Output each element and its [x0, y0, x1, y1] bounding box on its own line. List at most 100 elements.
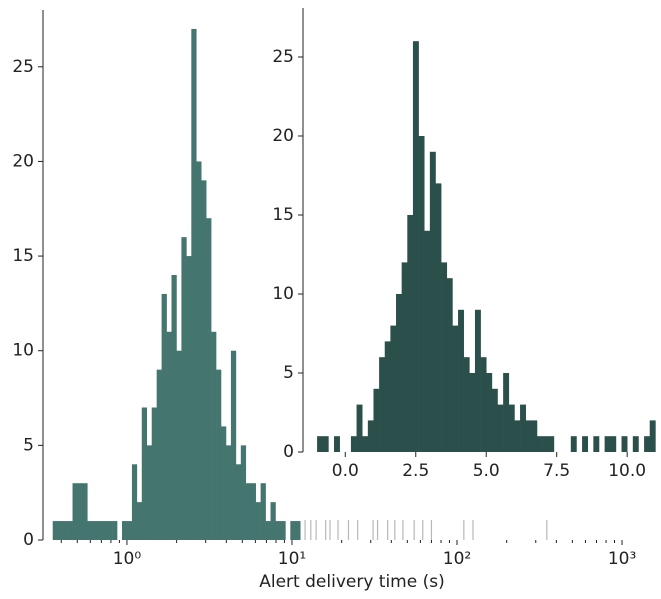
- bar: [265, 521, 271, 540]
- bar: [525, 420, 532, 452]
- bar: [275, 521, 281, 540]
- bar: [469, 372, 476, 452]
- y-tick-label: 10: [272, 284, 294, 304]
- bar: [211, 331, 217, 540]
- bar: [593, 436, 600, 452]
- bar: [582, 436, 589, 452]
- bar: [245, 483, 252, 540]
- bar: [570, 436, 577, 452]
- bar: [474, 309, 481, 452]
- bar: [196, 161, 202, 540]
- bar: [126, 521, 133, 540]
- bar: [240, 445, 247, 540]
- bar: [390, 325, 397, 452]
- bar: [181, 237, 187, 540]
- x-tick-label: 7.5: [543, 461, 570, 481]
- bar: [621, 436, 628, 452]
- bar: [441, 262, 448, 452]
- bar: [379, 357, 386, 452]
- x-tick-label: 10³: [608, 549, 636, 569]
- bar: [480, 357, 487, 452]
- y-tick-label: 20: [12, 151, 34, 171]
- bar: [536, 436, 543, 452]
- bar: [514, 420, 521, 452]
- y-tick-label: 0: [283, 442, 294, 462]
- bar: [418, 135, 425, 452]
- y-tick-label: 25: [272, 47, 294, 67]
- bar: [322, 436, 329, 452]
- y-tick-label: 15: [272, 205, 294, 225]
- bar: [270, 502, 276, 540]
- bar: [350, 436, 357, 452]
- bar: [206, 218, 212, 540]
- bar: [166, 331, 172, 540]
- x-tick-label: 2.5: [402, 461, 429, 481]
- bar: [367, 420, 374, 452]
- bar: [317, 436, 324, 452]
- bar: [72, 483, 78, 540]
- bar: [77, 483, 83, 540]
- bar: [362, 436, 369, 452]
- bar: [102, 521, 108, 540]
- bar: [508, 404, 515, 452]
- y-tick-label: 10: [12, 341, 34, 361]
- bar: [396, 293, 402, 452]
- bar: [373, 388, 380, 452]
- y-tick-label: 5: [283, 363, 294, 383]
- bar: [255, 502, 261, 540]
- bar: [463, 357, 470, 452]
- bar: [280, 521, 286, 540]
- y-tick-label: 0: [23, 530, 34, 550]
- bar: [356, 404, 363, 452]
- x-tick-label: 10⁰: [113, 549, 142, 569]
- bar: [92, 521, 98, 540]
- bar: [548, 436, 555, 452]
- bar: [112, 521, 118, 540]
- bar: [52, 521, 58, 540]
- bar: [435, 183, 442, 453]
- bar: [225, 445, 232, 540]
- bar: [452, 325, 459, 452]
- bar: [176, 350, 182, 540]
- y-tick-label: 20: [272, 126, 294, 146]
- bar: [520, 404, 526, 452]
- bar: [82, 483, 88, 540]
- y-tick-label: 25: [12, 57, 34, 77]
- bar: [491, 388, 498, 452]
- bar: [62, 521, 68, 540]
- bar: [384, 341, 391, 452]
- bar: [503, 372, 510, 452]
- bar: [230, 350, 237, 540]
- bar: [131, 464, 138, 540]
- bar: [649, 420, 656, 452]
- bar: [136, 502, 143, 540]
- bar: [458, 309, 464, 452]
- bar: [201, 180, 207, 540]
- bar: [186, 256, 192, 540]
- bar: [107, 521, 113, 540]
- bar: [161, 293, 167, 540]
- bar: [67, 521, 73, 540]
- bar: [156, 369, 162, 540]
- bar: [486, 372, 493, 452]
- bar: [295, 521, 301, 540]
- bar: [610, 436, 617, 452]
- bar: [235, 464, 242, 540]
- x-tick-label: 10²: [443, 549, 471, 569]
- bar: [531, 420, 538, 452]
- x-tick-label: 5.0: [473, 461, 500, 481]
- bar: [412, 41, 419, 453]
- x-tick-label: 0.0: [332, 461, 359, 481]
- bar: [401, 262, 408, 452]
- bar: [407, 214, 414, 452]
- bar: [216, 369, 222, 540]
- bar: [146, 445, 153, 540]
- bar: [429, 151, 436, 452]
- bar: [151, 407, 157, 540]
- bar: [542, 436, 549, 452]
- bar: [446, 278, 453, 452]
- y-tick-label: 5: [23, 435, 34, 455]
- bar: [644, 436, 651, 452]
- bar: [221, 426, 227, 540]
